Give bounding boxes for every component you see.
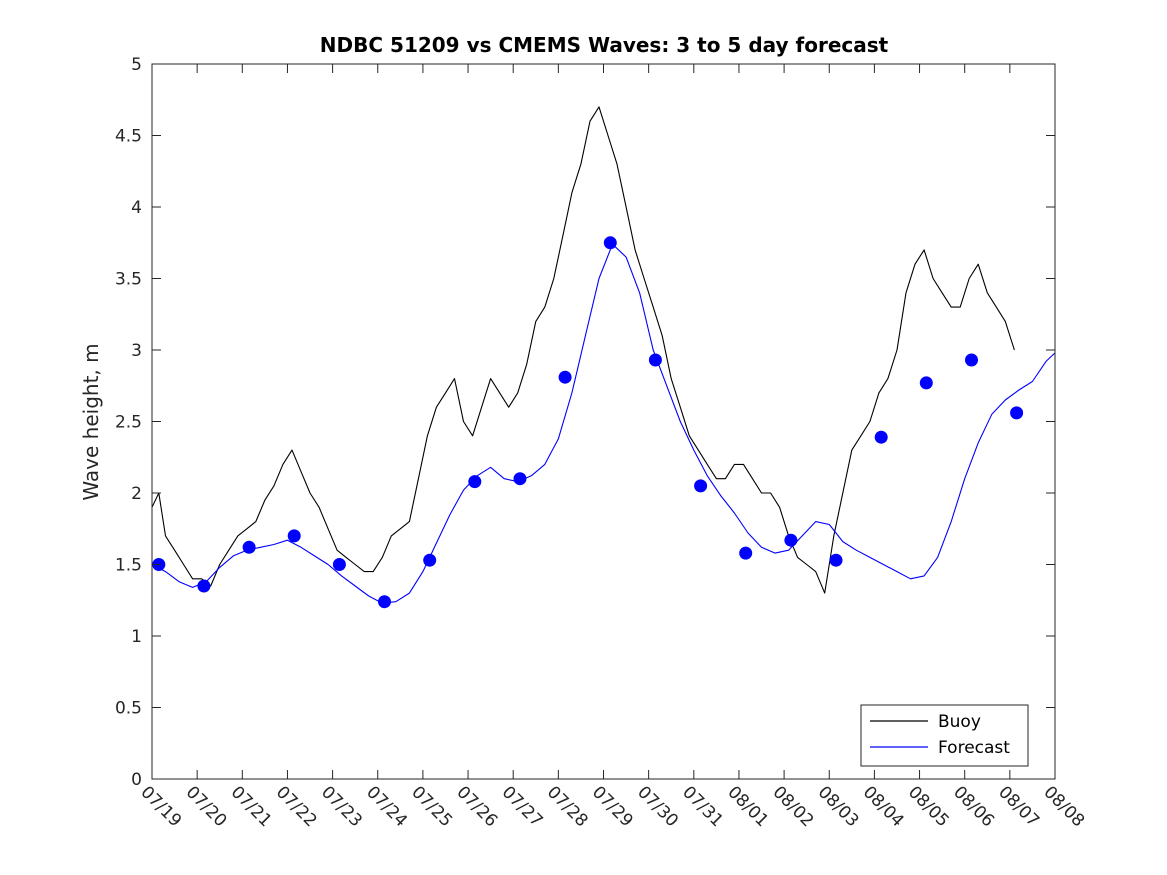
forecast-marker [919,376,933,390]
y-axis-label: Wave height, m [79,343,103,500]
x-tick-label: 07/19 [136,782,185,831]
forecast-marker [784,533,798,547]
y-tick-label: 0.5 [115,699,142,719]
x-tick-label: 08/08 [1039,782,1088,831]
x-tick-label: 07/24 [362,782,411,831]
chart-title: NDBC 51209 vs CMEMS Waves: 3 to 5 day fo… [320,33,889,57]
x-tick-label: 07/22 [272,782,321,831]
y-tick-label: 0 [131,770,142,790]
forecast-marker [1010,406,1024,420]
forecast-marker [874,430,888,444]
series-line-buoy [151,106,1015,594]
y-axis: 0 0.5 1 1.5 2 2.5 3 3.5 4 4.5 5 [115,55,1055,790]
legend-box [860,704,1029,767]
legend-buoy-label: Buoy [938,712,981,732]
x-tick-label: 08/04 [859,782,908,831]
x-tick-label: 07/20 [182,782,231,831]
forecast-marker [468,475,482,489]
x-tick-label: 08/06 [949,782,998,831]
y-tick-label: 4.5 [115,127,142,147]
forecast-marker [197,579,211,593]
forecast-marker [423,553,437,567]
forecast-marker [603,236,617,250]
forecast-marker [648,353,662,367]
forecast-marker [739,546,753,560]
y-tick-label: 3.5 [115,270,142,290]
forecast-marker [242,540,256,554]
x-tick-label: 08/02 [769,782,818,831]
forecast-marker [513,472,527,486]
series-layer [151,106,1056,604]
legend: Buoy Forecast [860,704,1029,767]
x-tick-label: 08/01 [723,782,772,831]
plot-background [152,64,1055,779]
x-tick-label: 07/26 [452,782,501,831]
x-tick-label: 07/30 [633,782,682,831]
x-tick-label: 07/29 [588,782,637,831]
y-tick-label: 1.5 [115,556,142,576]
legend-forecast-label: Forecast [938,738,1010,758]
x-tick-label: 07/31 [678,782,727,831]
forecast-marker [287,529,301,543]
y-tick-label: 5 [131,55,142,75]
forecast-marker [694,479,708,493]
x-tick-label: 07/27 [498,782,547,831]
forecast-marker [378,595,391,609]
x-tick-label: 08/07 [994,782,1043,831]
y-tick-label: 4 [131,198,142,218]
forecast-marker [965,353,978,367]
forecast-marker [558,370,572,384]
x-tick-label: 07/28 [543,782,592,831]
x-tick-label: 08/03 [814,782,863,831]
plot-area [151,63,1056,780]
series-line-forecast [151,243,1056,604]
x-tick-label: 08/05 [904,782,953,831]
y-tick-label: 2 [131,484,142,504]
marker-layer [152,236,1024,609]
x-tick-label: 07/25 [407,782,456,831]
x-tick-label: 07/21 [227,782,276,831]
y-tick-label: 1 [131,627,142,647]
x-tick-label: 07/23 [317,782,366,831]
y-tick-label: 3 [131,341,142,361]
forecast-marker [829,553,843,567]
forecast-marker [332,558,346,571]
y-tick-label: 2.5 [115,413,142,433]
